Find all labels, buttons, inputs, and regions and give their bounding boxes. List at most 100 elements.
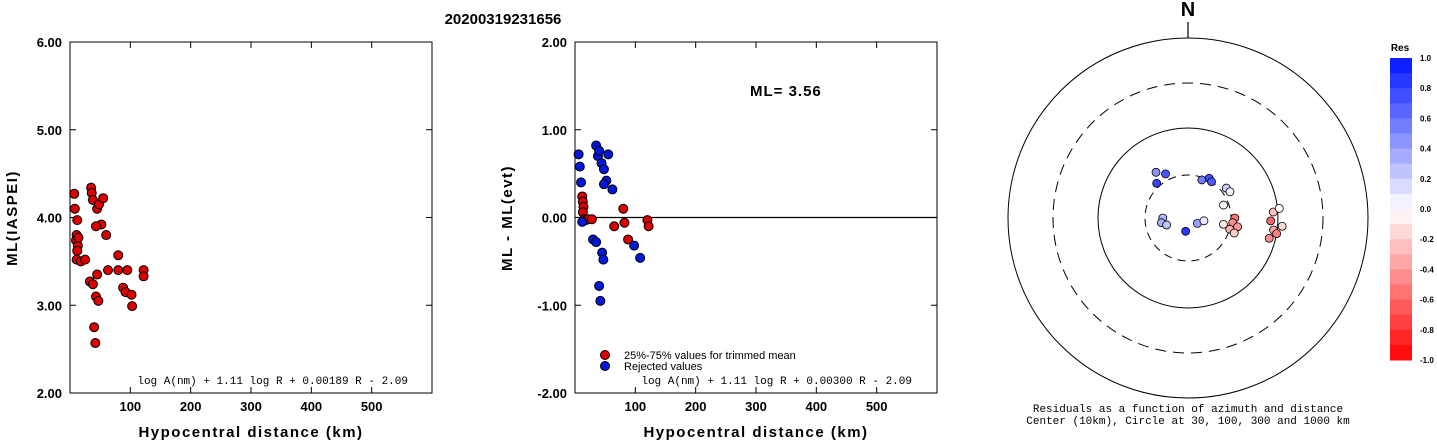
station-marker bbox=[1219, 219, 1228, 229]
plot2-formula: log A(nm) + 1.11 log R + 0.00300 R - 2.0… bbox=[641, 376, 912, 388]
data-point bbox=[72, 245, 83, 256]
colorbar-label: 0.2 bbox=[1420, 175, 1432, 184]
circle-300km bbox=[1052, 82, 1324, 354]
plot2-x-ticks: 100 200 300 400 500 bbox=[624, 42, 888, 414]
plot1-x-ticks: 100 200 300 400 500 bbox=[119, 42, 383, 414]
data-point bbox=[619, 217, 630, 228]
data-point bbox=[595, 295, 606, 306]
y-tick-label: 5.00 bbox=[37, 123, 62, 138]
colorbar-label: 0.6 bbox=[1420, 114, 1432, 123]
data-point bbox=[72, 215, 83, 226]
plot1-x-axis-label: Hypocentral distance (km) bbox=[138, 424, 363, 441]
plot1-formula: log A(nm) + 1.11 log R + 0.00189 R - 2.0… bbox=[137, 376, 408, 388]
plot2-y-axis-label: ML - ML(evt) bbox=[499, 165, 516, 271]
data-point bbox=[618, 203, 629, 214]
plot2-points bbox=[573, 140, 654, 306]
colorbar-cell bbox=[1390, 239, 1412, 255]
figure-title: 20200319231656 bbox=[445, 11, 562, 28]
data-point bbox=[90, 337, 101, 348]
station-marker bbox=[1219, 200, 1228, 210]
data-point bbox=[576, 177, 587, 188]
data-point bbox=[126, 289, 137, 300]
circle-100km bbox=[1097, 127, 1279, 309]
data-point bbox=[69, 203, 80, 214]
x-tick-label: 500 bbox=[361, 399, 383, 414]
circle-30km bbox=[1144, 174, 1232, 262]
data-point bbox=[591, 237, 602, 248]
data-point bbox=[594, 280, 605, 291]
x-tick-label: 300 bbox=[745, 399, 767, 414]
data-point bbox=[87, 279, 98, 290]
colorbar-cell bbox=[1390, 73, 1412, 89]
ml-value-label: ML= 3.56 bbox=[750, 83, 822, 100]
data-point bbox=[598, 164, 609, 175]
data-point bbox=[113, 265, 124, 276]
colorbar-label: -0.8 bbox=[1420, 326, 1434, 335]
plot1-frame bbox=[69, 41, 433, 394]
data-point bbox=[138, 271, 149, 282]
data-point bbox=[89, 322, 100, 333]
data-point bbox=[73, 232, 84, 243]
x-tick-label: 400 bbox=[300, 399, 322, 414]
data-point bbox=[98, 193, 109, 204]
plot1-y-axis-label: ML(IASPEI) bbox=[4, 170, 21, 266]
y-tick-label: 1.00 bbox=[542, 123, 567, 138]
data-point bbox=[598, 179, 609, 190]
x-tick-label: 500 bbox=[866, 399, 888, 414]
plot1-y-ticks: 2.00 3.00 4.00 5.00 6.00 bbox=[37, 35, 432, 401]
station-marker bbox=[1207, 177, 1216, 187]
station-marker bbox=[1225, 187, 1235, 197]
legend-marker-trimmed bbox=[600, 350, 610, 360]
data-point bbox=[92, 269, 103, 280]
colorbar-cell bbox=[1390, 299, 1412, 316]
data-point bbox=[103, 265, 114, 276]
station-markers bbox=[1151, 167, 1287, 243]
residual-colorbar: Res 1.0 0.8 0.6 0.4 0.2 0.0 -0.2 -0.4 -0.6 -0.8 -1… bbox=[1390, 43, 1434, 365]
y-tick-label: 0.00 bbox=[542, 211, 567, 226]
map-caption-line2: Center (10km), Circle at 30, 100, 300 an… bbox=[1026, 416, 1350, 428]
data-point bbox=[623, 234, 634, 245]
colorbar-cell bbox=[1390, 209, 1412, 225]
colorbar-cell bbox=[1390, 224, 1412, 240]
x-tick-label: 300 bbox=[240, 399, 262, 414]
x-tick-label: 200 bbox=[180, 399, 202, 414]
colorbar-cell bbox=[1390, 254, 1412, 270]
data-point bbox=[69, 188, 80, 199]
y-tick-label: 6.00 bbox=[37, 35, 62, 50]
plot1-points bbox=[69, 182, 149, 348]
y-tick-label: 2.00 bbox=[542, 35, 567, 50]
data-point bbox=[93, 295, 104, 306]
data-point bbox=[635, 252, 646, 263]
legend-label-rejected: Rejected values bbox=[624, 361, 703, 373]
map-caption-line1: Residuals as a function of azimuth and d… bbox=[1033, 404, 1343, 416]
colorbar-cell bbox=[1390, 329, 1412, 346]
colorbar-cell bbox=[1390, 118, 1412, 134]
station-marker bbox=[1151, 167, 1161, 177]
circle-1000km bbox=[1007, 37, 1369, 399]
data-point bbox=[113, 250, 124, 261]
colorbar-cell bbox=[1390, 314, 1412, 331]
colorbar-cell bbox=[1390, 193, 1412, 210]
data-point bbox=[607, 184, 618, 195]
station-marker bbox=[1272, 229, 1282, 239]
colorbar-cell bbox=[1390, 58, 1412, 74]
data-point bbox=[598, 254, 609, 265]
colorbar-cell bbox=[1390, 344, 1412, 361]
legend-marker-rejected bbox=[600, 361, 610, 371]
colorbar-cell bbox=[1390, 178, 1412, 195]
station-marker bbox=[1181, 226, 1191, 236]
data-point bbox=[122, 265, 133, 276]
colorbar-cell bbox=[1390, 103, 1412, 119]
station-marker bbox=[1197, 175, 1207, 185]
station-marker bbox=[1274, 204, 1284, 213]
colorbar-cell bbox=[1390, 284, 1412, 301]
data-point bbox=[609, 221, 620, 232]
colorbar-cell bbox=[1390, 148, 1412, 165]
colorbar-label: -0.2 bbox=[1420, 235, 1434, 244]
data-point bbox=[127, 301, 138, 312]
colorbar-cell bbox=[1390, 163, 1412, 180]
data-point bbox=[80, 254, 91, 265]
plot2-x-axis-label: Hypocentral distance (km) bbox=[643, 424, 868, 441]
station-marker bbox=[1264, 233, 1274, 243]
